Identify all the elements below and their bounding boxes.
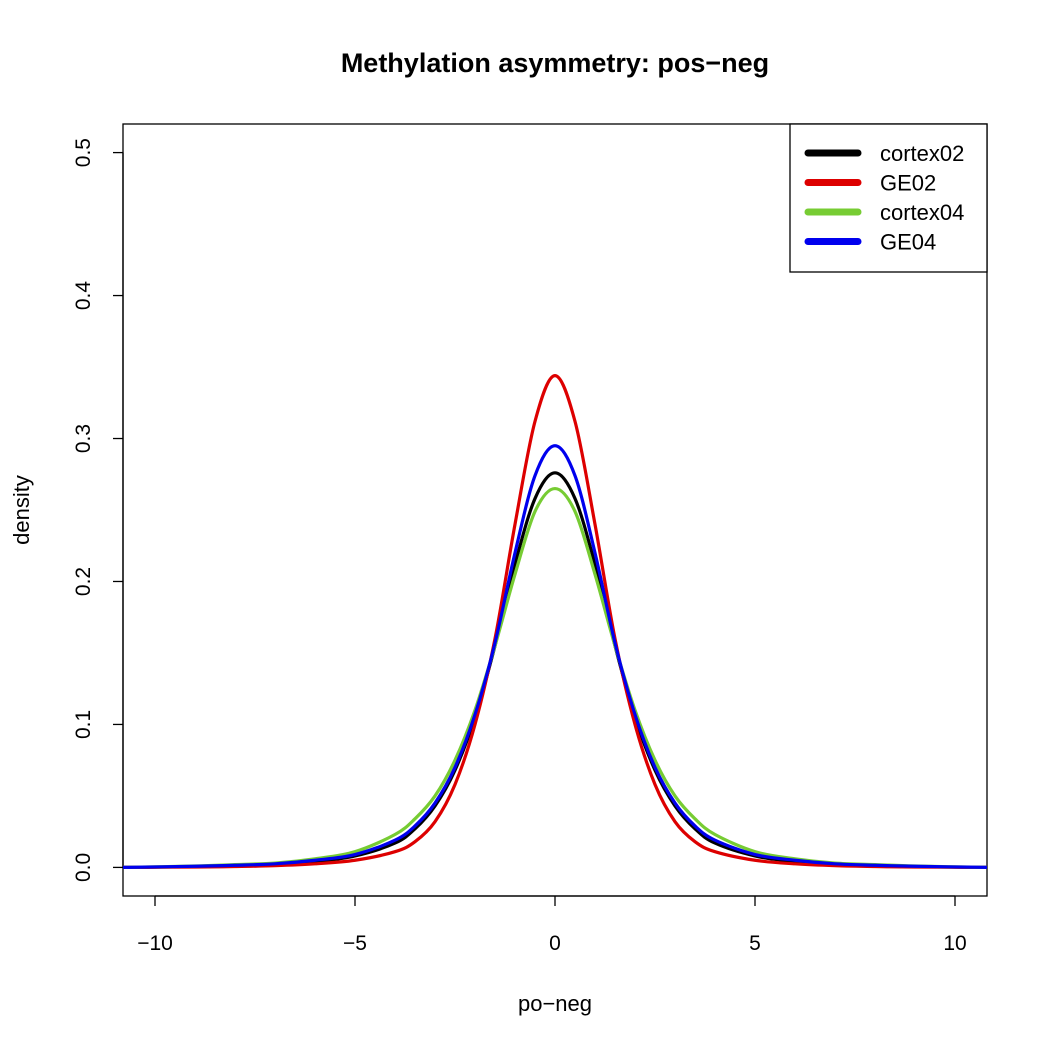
legend-label-cortex04: cortex04 xyxy=(880,200,964,225)
legend-box xyxy=(789,123,988,273)
y-axis-label: density xyxy=(9,475,34,545)
chart-title: Methylation asymmetry: pos−neg xyxy=(341,48,769,78)
y-tick-label: 0.1 xyxy=(72,710,95,739)
x-tick-label: 5 xyxy=(749,932,761,955)
series-lines xyxy=(122,374,988,870)
y-tick-label: 0.3 xyxy=(72,424,95,453)
y-tick-label: 0.5 xyxy=(72,138,95,167)
y-axis: 0.0 0.1 0.2 0.3 0.4 0.5 xyxy=(72,138,124,882)
x-axis-label: po−neg xyxy=(518,991,592,1016)
legend: cortex02 GE02 cortex04 GE04 xyxy=(789,123,988,273)
x-tick-label: −10 xyxy=(137,932,173,955)
legend-label-GE04: GE04 xyxy=(880,230,936,255)
y-tick-label: 0.4 xyxy=(72,281,95,311)
series-line-GE04 xyxy=(122,444,988,870)
legend-label-GE02: GE02 xyxy=(880,171,936,196)
series-line-GE02 xyxy=(122,374,988,870)
x-axis: −10 −5 0 5 10 xyxy=(137,895,967,955)
x-tick-label: 0 xyxy=(549,932,561,955)
x-tick-label: 10 xyxy=(943,932,966,955)
legend-label-cortex02: cortex02 xyxy=(880,141,964,166)
series-line-cortex02 xyxy=(122,471,988,870)
y-tick-label: 0.2 xyxy=(72,567,95,596)
series-line-cortex04 xyxy=(122,486,988,870)
y-tick-label: 0.0 xyxy=(72,853,95,882)
x-tick-label: −5 xyxy=(343,932,367,955)
